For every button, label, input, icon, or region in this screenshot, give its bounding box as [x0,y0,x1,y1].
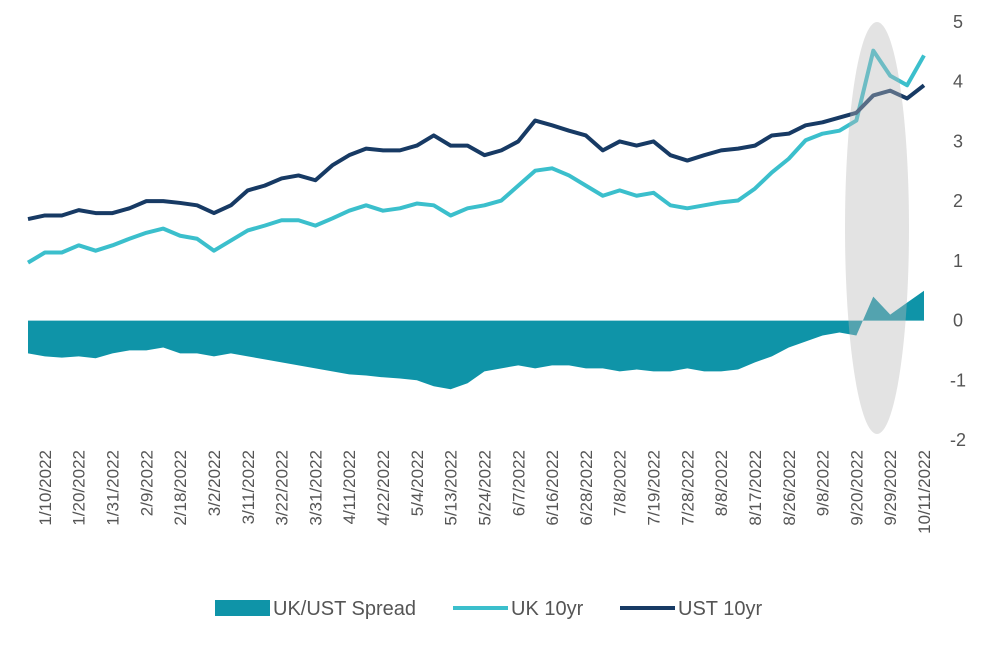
labels: -2 -1 0 1 2 3 4 5 1/10/2022 1/20/2022 1/31/2022 2/9… [36,12,966,534]
y-tick-label: 0 [953,311,963,331]
x-tick-label: 10/11/2022 [915,450,934,534]
x-tick-label: 5/24/2022 [475,450,494,526]
x-tick-label: 3/31/2022 [306,450,325,526]
y-tick-label: 4 [953,72,963,92]
x-tick-label: 1/10/2022 [36,450,55,526]
x-tick-label: 1/31/2022 [104,450,123,526]
y-tick-label: 2 [953,191,963,211]
x-tick-label: 8/26/2022 [780,450,799,526]
x-tick-label: 7/8/2022 [611,450,630,516]
x-tick-label: 5/13/2022 [442,450,461,526]
y-tick-label: 1 [953,251,963,271]
legend-label: UK/UST Spread [273,598,416,620]
x-tick-label: 6/28/2022 [577,450,596,526]
x-tick-label: 8/8/2022 [712,450,731,516]
x-tick-label: 9/20/2022 [847,450,866,526]
legend: UK/UST Spread UK 10yr UST 10yr [215,598,762,620]
highlight-ellipse [845,22,909,434]
spread-area [28,290,924,390]
marks [26,48,926,390]
legend-label: UST 10yr [678,598,762,620]
x-tick-label: 4/11/2022 [340,450,359,524]
x-tick-label: 9/8/2022 [814,450,833,516]
x-tick-label: 3/2/2022 [205,450,224,516]
x-tick-label: 9/29/2022 [881,450,900,526]
x-tick-label: 7/19/2022 [645,450,664,526]
y-tick-label: -1 [950,370,966,390]
y-tick-label: 5 [953,12,963,32]
x-tick-label: 6/16/2022 [543,450,562,526]
x-tick-label: 7/28/2022 [678,450,697,526]
x-tick-label: 8/17/2022 [746,450,765,526]
legend-swatch [215,600,270,616]
y-tick-label: 3 [953,131,963,151]
x-tick-label: 4/22/2022 [374,450,393,526]
y-tick-label: -2 [950,430,966,450]
x-tick-label: 3/22/2022 [273,450,292,526]
x-tick-label: 2/18/2022 [171,450,190,526]
series-line [26,48,926,265]
x-tick-label: 5/4/2022 [408,450,427,516]
x-tick-label: 2/9/2022 [137,450,156,516]
series-line [27,83,926,222]
x-tick-label: 3/11/2022 [239,450,258,524]
x-tick-label: 1/20/2022 [70,450,89,526]
x-tick-label: 6/7/2022 [509,450,528,516]
legend-label: UK 10yr [511,598,584,620]
